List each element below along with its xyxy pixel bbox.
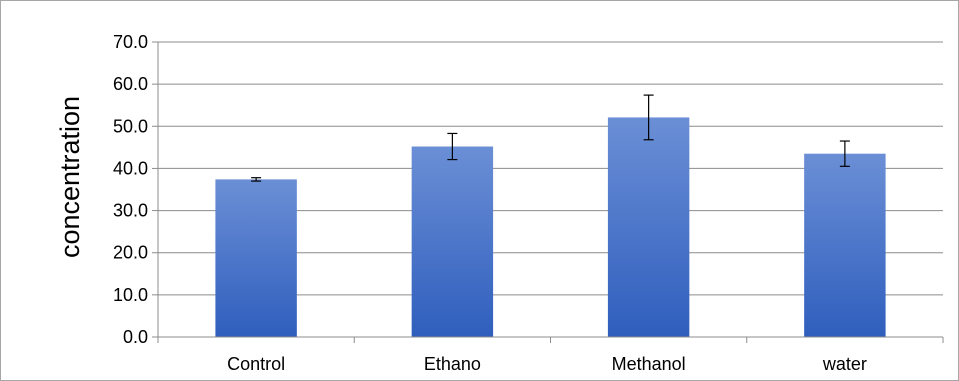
x-category-label: water [822, 354, 867, 374]
bar-water [804, 153, 886, 337]
y-tick-label: 30.0 [113, 201, 148, 221]
bars [215, 117, 886, 337]
x-category-label: Ethano [424, 354, 481, 374]
y-tick-label: 60.0 [113, 74, 148, 94]
y-tick-label: 0.0 [123, 327, 148, 347]
y-tick-label: 10.0 [113, 285, 148, 305]
y-tick-label: 20.0 [113, 243, 148, 263]
axes [152, 41, 944, 343]
error-bar-water [839, 140, 850, 167]
bar-control [215, 179, 297, 337]
x-category-label: Control [227, 354, 285, 374]
error-bar-control [251, 177, 262, 182]
y-axis-title: concentration [55, 96, 85, 258]
error-bar-methanol [643, 94, 654, 141]
labels: 0.0 10.0 20.0 30.0 40.0 50.0 60.0 70.0 Control Et… [113, 32, 867, 374]
error-bar-ethano [447, 132, 458, 161]
y-tick-label: 70.0 [113, 32, 148, 52]
x-category-label: Methanol [612, 354, 686, 374]
y-tick-label: 50.0 [113, 116, 148, 136]
error-bars [251, 94, 850, 182]
bar-ethano [411, 146, 494, 337]
bar-methanol [607, 117, 690, 337]
y-tick-label: 40.0 [113, 158, 148, 178]
